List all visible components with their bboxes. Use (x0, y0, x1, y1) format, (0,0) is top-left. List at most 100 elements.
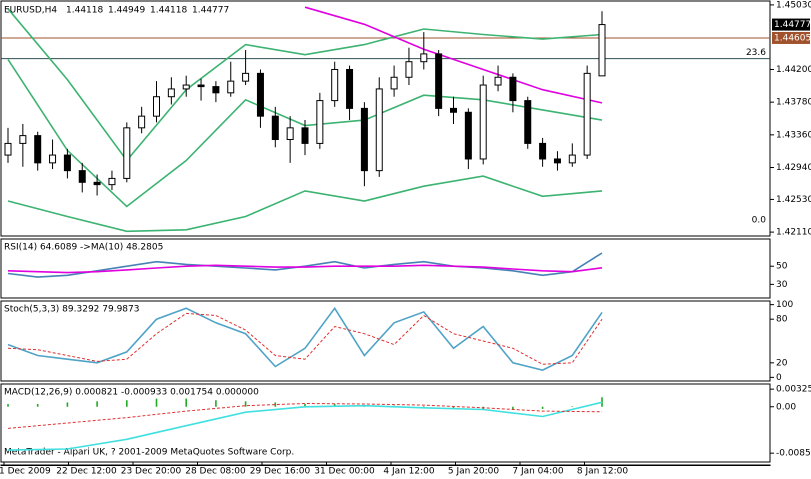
y-tick-label: 0 (776, 373, 782, 383)
indicator-line (7, 252, 603, 278)
panel-frame (0, 300, 771, 382)
y-tick-label: 1.42110 (776, 228, 811, 238)
x-tick-label: 7 Jan 04:00 (512, 467, 564, 477)
y-tick-label: 1.42530 (776, 195, 811, 205)
histogram-bar (423, 406, 425, 407)
histogram-bar (155, 398, 158, 407)
ohlc-value: 1.44949 (108, 6, 145, 16)
y-tick-label: 1.44200 (776, 65, 811, 75)
histogram-bar (333, 404, 336, 407)
candle-body (583, 72, 591, 156)
indicator-line (7, 306, 603, 371)
candle-body (63, 154, 71, 172)
x-tick-label: 4 Jan 12:00 (383, 467, 435, 477)
candle-body (420, 53, 428, 63)
histogram-bar (571, 406, 574, 407)
chart-title: EURUSD,H4 (4, 6, 57, 16)
histogram-bar (185, 398, 187, 407)
histogram-bar (215, 400, 217, 407)
y-tick-label: 30 (776, 280, 788, 290)
y-tick-label: 50 (776, 262, 788, 272)
y-tick-label: 1.43780 (776, 98, 811, 108)
histogram-bar (126, 400, 128, 407)
candle-body (346, 68, 354, 109)
y-tick-label: 1.45030 (776, 0, 811, 10)
candle-body (19, 135, 27, 144)
indicator-line (7, 401, 603, 451)
candle-body (435, 53, 443, 109)
x-tick-label: 23 Dec 20:00 (121, 467, 182, 477)
indicator-line (7, 264, 603, 274)
histogram-bar (7, 404, 9, 407)
candle-body (405, 61, 413, 78)
candle-body (256, 72, 264, 117)
candle-body (450, 107, 457, 113)
candle-body (316, 100, 324, 144)
y-tick-label: 80 (776, 315, 788, 325)
candle-body (286, 127, 294, 141)
price-tag (772, 31, 810, 44)
ohlc-value: 1.44118 (66, 6, 103, 16)
candle-body (331, 68, 339, 102)
y-tick-label: 0.00325 (776, 385, 811, 395)
panel-title: RSI(14) 64.6089 ->MA(10) 48.2805 (4, 243, 163, 253)
x-tick-label: 21 Dec 2009 (0, 467, 51, 477)
histogram-bar (512, 406, 514, 410)
x-tick-label: 22 Dec 12:00 (56, 467, 117, 477)
candle-body (78, 170, 86, 183)
panel-frame (0, 238, 771, 299)
volume-label: 0.0 (752, 216, 767, 226)
candle-body (494, 76, 502, 86)
histogram-bar (452, 406, 455, 409)
candle-body (108, 177, 116, 186)
candle-body (4, 142, 12, 156)
candle-body (153, 96, 160, 117)
x-tick-label: 28 Dec 08:00 (185, 467, 246, 477)
candle-body (227, 80, 235, 94)
indicator-line (7, 402, 603, 429)
panel-title: Stoch(5,3,3) 89.3292 79.9873 (4, 305, 139, 315)
candle-body (464, 111, 472, 160)
candle-body (539, 142, 547, 160)
x-tick-label: 29 Dec 16:00 (250, 467, 311, 477)
indicator-line (7, 175, 603, 233)
panel-title: MACD(12,26,9) 0.000821 -0.000933 0.00175… (4, 388, 259, 398)
candle-body (479, 84, 487, 160)
candle-body (509, 76, 517, 102)
candle-body (271, 115, 279, 141)
panel-frame (0, 383, 771, 463)
panel-frame (0, 0, 771, 237)
histogram-bar (601, 397, 603, 407)
x-tick-label: 8 Jan 12:00 (577, 467, 629, 477)
histogram-bar (274, 402, 277, 407)
indicator-line (304, 6, 603, 104)
candle-body (360, 107, 368, 172)
candle-body (553, 158, 561, 164)
y-tick-label: 20 (776, 358, 788, 368)
y-tick-label: -0.00857 (776, 449, 811, 459)
candle-body (93, 181, 101, 186)
candle-body (138, 115, 146, 129)
candle-body (212, 86, 220, 94)
candle-body (182, 84, 190, 90)
y-tick-label: 1.42940 (776, 163, 811, 173)
candle-body (123, 127, 131, 179)
y-tick-label: 0.00 (776, 402, 796, 412)
histogram-bar (304, 404, 306, 407)
candle-body (390, 76, 398, 90)
y-tick-label: 100 (776, 300, 793, 310)
indicator-line (7, 312, 603, 365)
candle-body (167, 88, 175, 98)
candle-body (34, 135, 42, 164)
price-tag (772, 18, 810, 31)
x-tick-label: 5 Jan 20:00 (448, 467, 500, 477)
histogram-bar (36, 404, 39, 407)
candle-body (524, 100, 532, 144)
candle-body (568, 154, 576, 164)
axis-frame (0, 464, 771, 466)
x-tick-label: 31 Dec 00:00 (314, 467, 375, 477)
ohlc-value: 1.44777 (192, 6, 229, 16)
y-tick-label: 1.43360 (776, 130, 811, 140)
price-tag-label: 1.44777 (774, 20, 811, 30)
